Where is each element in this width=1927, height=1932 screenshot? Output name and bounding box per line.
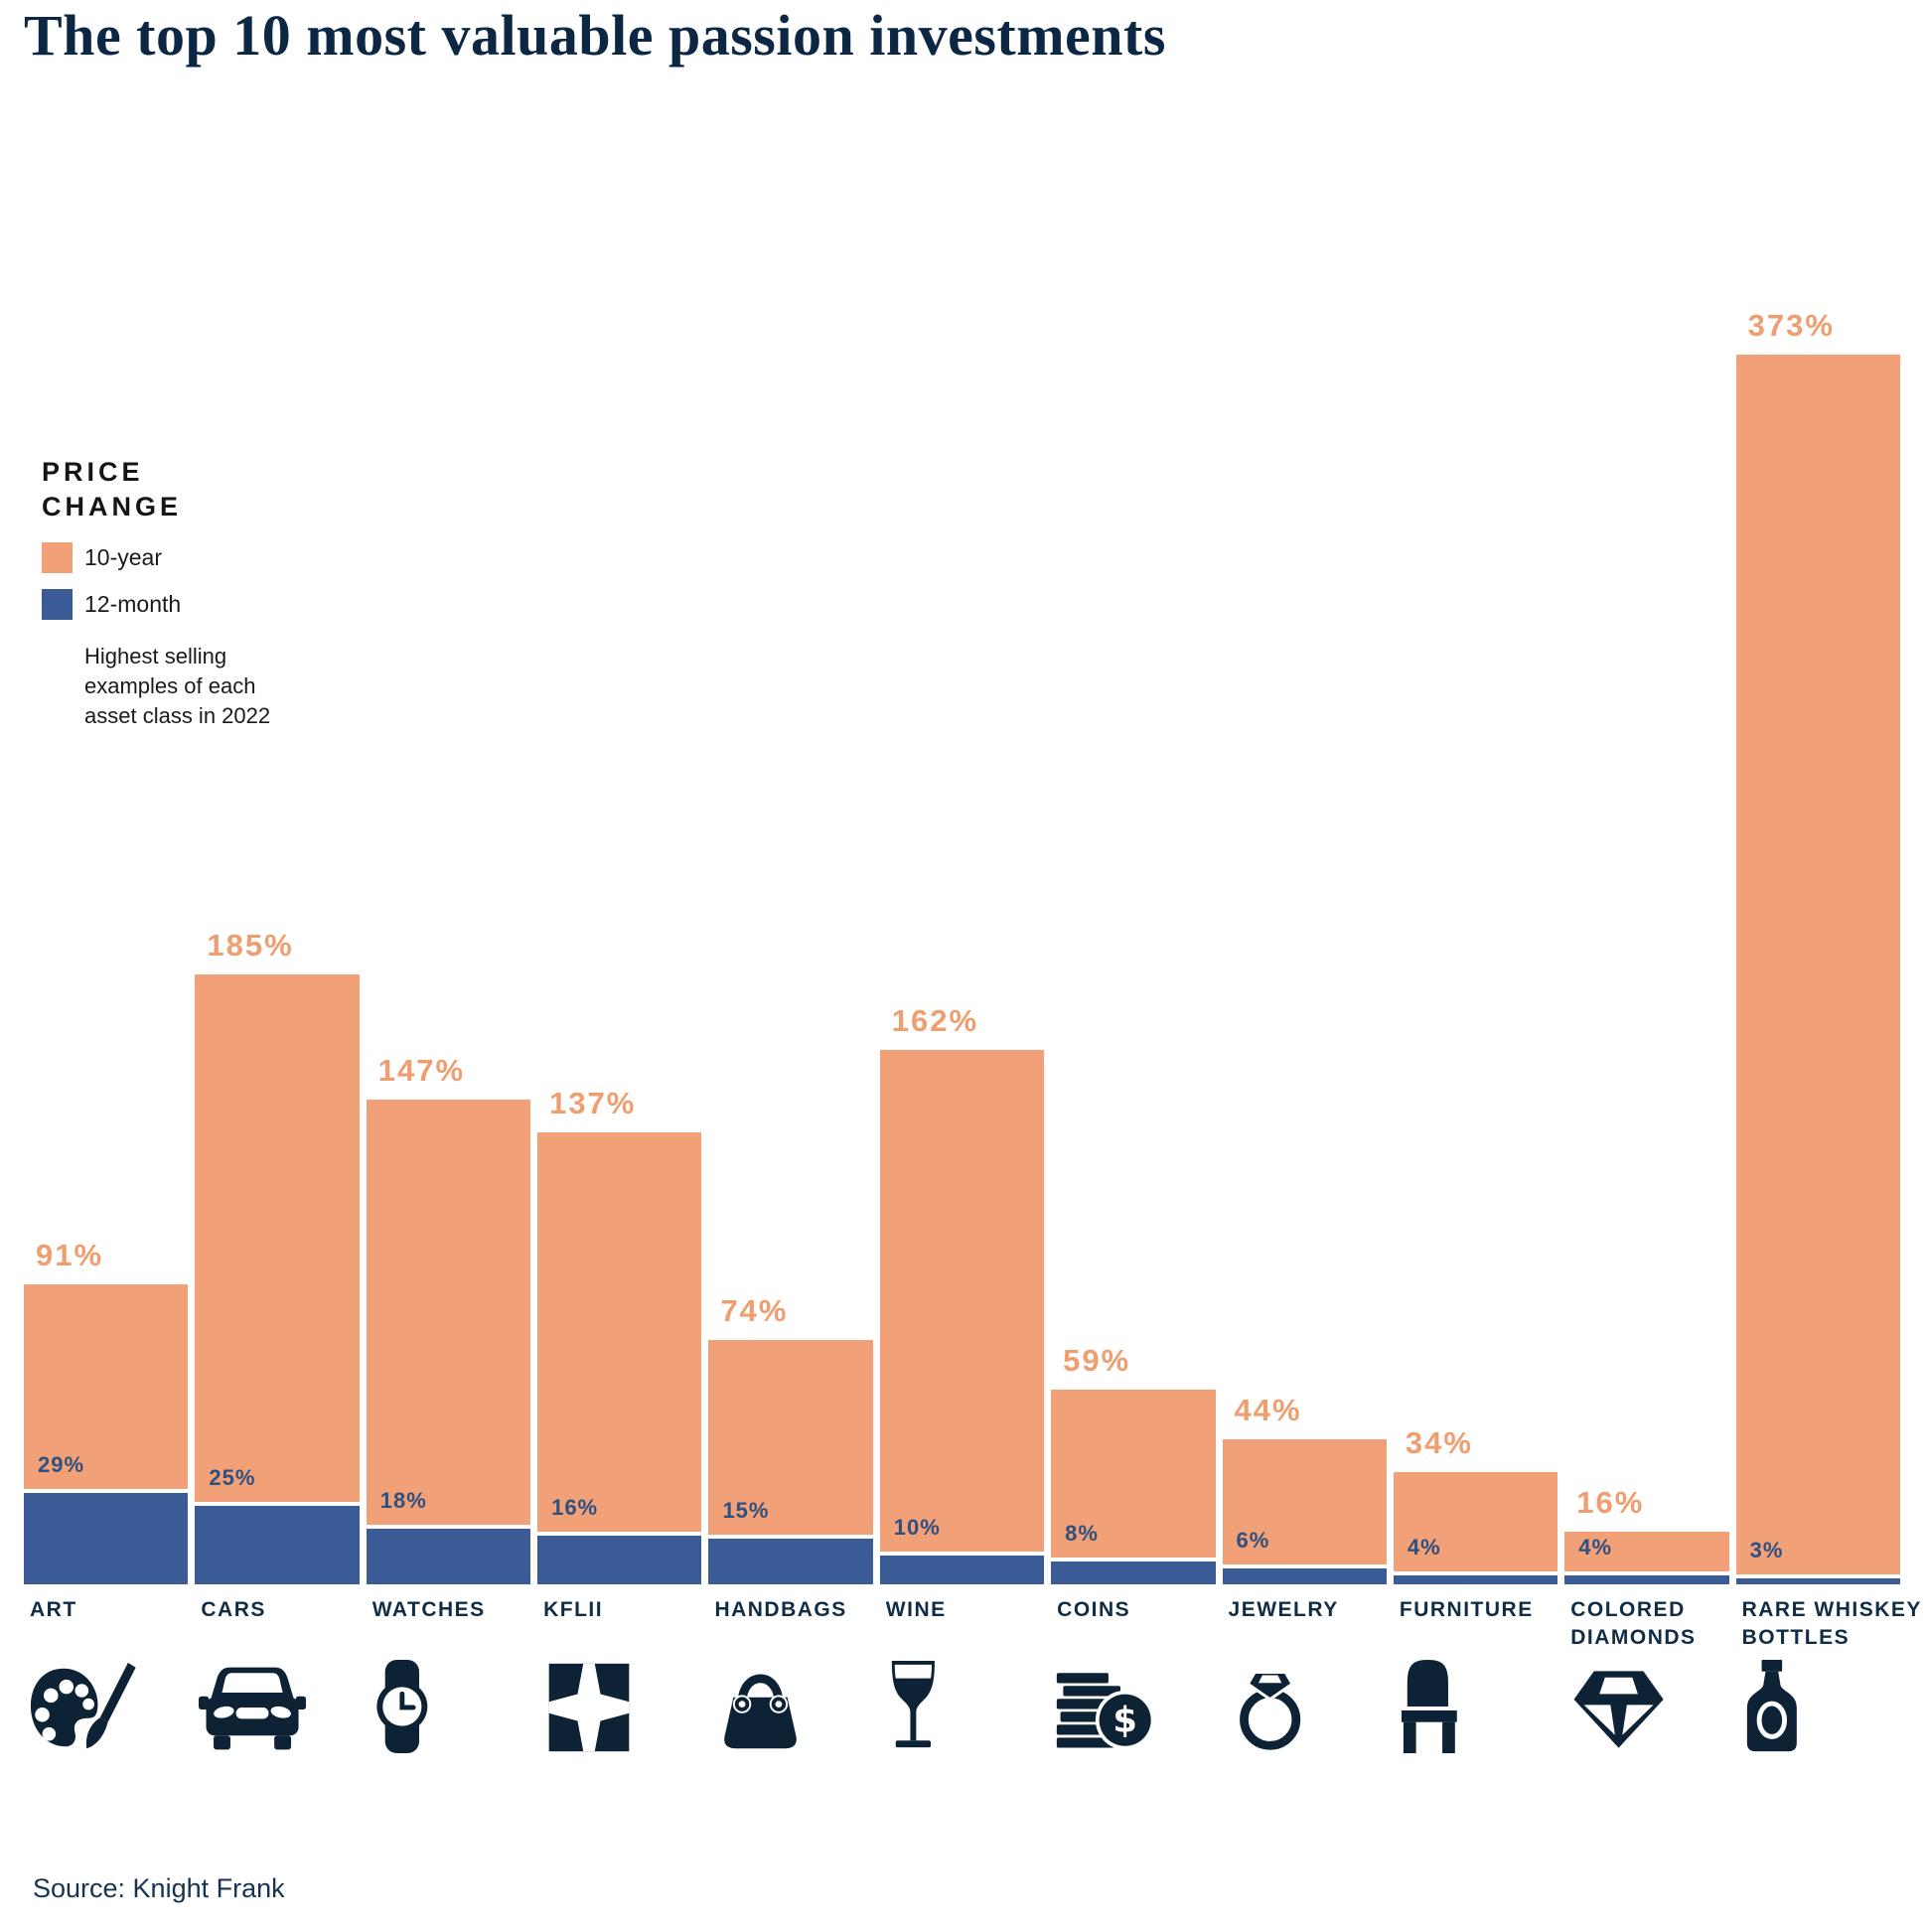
legend: PRICE CHANGE 10-year 12-month Highest se…	[42, 455, 360, 731]
watch-icon	[371, 1656, 434, 1755]
bar-10-year-cars	[195, 973, 360, 1584]
value-label-12-month-colored-diamonds: 4%	[1578, 1534, 1613, 1560]
value-label-10-year-art: 91%	[36, 1237, 104, 1272]
svg-text:$: $	[1113, 1701, 1138, 1741]
bar-group-handbags: 74% 15% HANDBAGS	[708, 355, 873, 1749]
wine-glass-icon	[884, 1656, 943, 1755]
bar-10-year-furniture	[1393, 1472, 1558, 1584]
coins-icon: $	[1055, 1656, 1156, 1755]
category-label-art: ART	[30, 1598, 77, 1621]
value-label-10-year-jewelry: 44%	[1234, 1392, 1302, 1427]
category-label-coins: COINS	[1057, 1598, 1131, 1621]
bar-10-year-wine	[879, 1050, 1045, 1584]
category-label-rare-whiskey-bottles: RARE WHISKEY BOTTLES	[1741, 1598, 1922, 1649]
category-label-jewelry: JEWELRY	[1228, 1598, 1339, 1621]
palette-icon	[28, 1656, 139, 1755]
bar-10-year-watches	[366, 1100, 531, 1584]
value-label-10-year-kflii: 137%	[549, 1086, 637, 1121]
kflii-logo-icon	[541, 1656, 637, 1755]
bar-group-coins: 59% 8% COINS $	[1051, 355, 1216, 1750]
bar-group-watches: 147% 18% WATCHES	[366, 355, 531, 1754]
value-label-12-month-art: 29%	[38, 1451, 85, 1477]
whiskey-bottle-icon	[1740, 1656, 1804, 1755]
value-label-12-month-cars: 25%	[209, 1465, 256, 1491]
value-label-12-month-handbags: 15%	[722, 1498, 770, 1524]
chair-icon	[1398, 1656, 1461, 1755]
value-label-10-year-colored-diamonds: 16%	[1576, 1484, 1645, 1520]
category-label-colored-diamonds: COLORED DIAMONDS	[1570, 1598, 1697, 1649]
bar-12-month-colored-diamonds	[1564, 1570, 1729, 1584]
car-icon	[199, 1656, 307, 1755]
value-label-12-month-wine: 10%	[893, 1514, 941, 1540]
ring-icon	[1227, 1656, 1313, 1755]
legend-swatch-10-year	[42, 542, 73, 573]
legend-row-12-month: 12-month	[42, 589, 360, 620]
category-label-furniture: FURNITURE	[1399, 1598, 1534, 1621]
bar-10-year-kflii	[537, 1132, 702, 1584]
value-label-10-year-handbags: 74%	[720, 1293, 789, 1329]
bar-group-colored-diamonds: 16% 4% COLORED DIAMONDS	[1564, 355, 1729, 1748]
handbag-icon	[712, 1656, 809, 1755]
source-note: Source: Knight Frank	[33, 1873, 285, 1903]
bar-12-month-coins	[1051, 1558, 1216, 1584]
bar-12-month-art	[24, 1488, 189, 1584]
value-label-10-year-coins: 59%	[1063, 1343, 1131, 1379]
value-label-10-year-cars: 185%	[207, 927, 294, 963]
value-label-12-month-furniture: 4%	[1407, 1534, 1441, 1560]
bar-12-month-wine	[879, 1551, 1045, 1584]
legend-swatch-12-month	[42, 589, 73, 620]
bar-group-rare-whiskey-bottles: 373% 3% RARE WHISKEY BOTTLES	[1735, 310, 1920, 1752]
bar-group-jewelry: 44% 6% JEWELRY	[1222, 355, 1387, 1750]
value-label-10-year-wine: 162%	[891, 1003, 979, 1039]
legend-row-10-year: 10-year	[42, 542, 360, 573]
legend-note: Highest selling examples of each asset c…	[84, 644, 271, 728]
bar-12-month-rare-whiskey-bottles	[1735, 1574, 1900, 1584]
bar-12-month-watches	[366, 1525, 531, 1584]
legend-title: PRICE CHANGE	[42, 457, 183, 521]
bar-10-year-jewelry	[1222, 1438, 1387, 1584]
bar-12-month-furniture	[1393, 1570, 1558, 1584]
legend-label-12-month: 12-month	[84, 591, 182, 617]
value-label-12-month-watches: 18%	[379, 1488, 427, 1514]
bar-group-art: 91% 29% ART	[24, 355, 189, 1749]
category-label-watches: WATCHES	[371, 1598, 486, 1621]
value-label-12-month-kflii: 16%	[551, 1494, 599, 1520]
bar-group-wine: 162% 10% WINE	[879, 355, 1045, 1748]
value-label-10-year-rare-whiskey-bottles: 373%	[1747, 308, 1835, 343]
diamond-icon	[1568, 1656, 1669, 1755]
category-label-wine: WINE	[885, 1598, 947, 1621]
value-label-10-year-watches: 147%	[377, 1053, 466, 1089]
bar-chart: 91% 29% ART 185% 25% CARS 147% 18% WATCHES 137…	[24, 310, 1920, 1754]
bar-12-month-jewelry	[1222, 1564, 1387, 1584]
value-label-12-month-jewelry: 6%	[1236, 1528, 1270, 1554]
bar-10-year-rare-whiskey-bottles	[1735, 355, 1900, 1584]
bar-12-month-cars	[195, 1502, 360, 1584]
value-label-12-month-coins: 8%	[1065, 1521, 1099, 1547]
category-label-handbags: HANDBAGS	[714, 1598, 847, 1621]
value-label-12-month-rare-whiskey-bottles: 3%	[1749, 1538, 1784, 1563]
legend-label-10-year: 10-year	[84, 544, 162, 570]
category-label-kflii: KFLII	[543, 1598, 604, 1621]
bar-12-month-handbags	[708, 1535, 873, 1584]
category-label-cars: CARS	[201, 1598, 266, 1621]
chart-title: The top 10 most valuable passion investm…	[24, 3, 1166, 68]
bar-group-kflii: 137% 16% KFLII	[537, 355, 702, 1752]
bar-group-furniture: 34% 4% FURNITURE	[1393, 355, 1558, 1754]
bar-12-month-kflii	[537, 1531, 702, 1584]
bar-group-cars: 185% 25% CARS	[195, 355, 360, 1750]
value-label-10-year-furniture: 34%	[1405, 1425, 1473, 1461]
bar-10-year-coins	[1051, 1390, 1216, 1584]
